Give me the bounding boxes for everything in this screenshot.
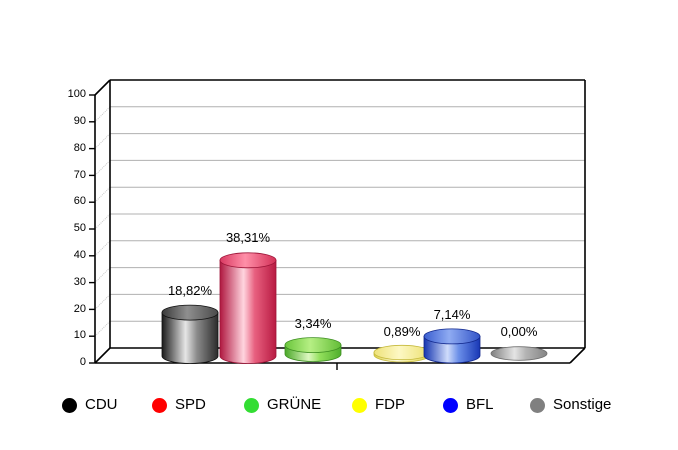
legend-item-gruene[interactable]: GRÜNE [244, 392, 321, 418]
y-tick-label-40: 40 [73, 249, 86, 261]
chart-legend: CDU SPD GRÜNE FDP BFL Sonstige [0, 392, 678, 428]
legend-item-sonstige[interactable]: Sonstige [530, 392, 611, 418]
data-label-fdp: 0,89% [383, 324, 421, 339]
data-label-spd: 38,31% [225, 230, 271, 245]
data-label-sonstige: 0,00% [500, 324, 538, 339]
legend-swatch-bfl-icon [443, 397, 458, 413]
y-tick-label-100: 100 [67, 88, 86, 100]
y-tick-label-0: 0 [79, 356, 86, 368]
bar-cdu[interactable] [161, 304, 219, 364]
legend-label-sonstige: Sonstige [553, 396, 612, 413]
legend-swatch-sonstige-icon [530, 397, 545, 413]
legend-swatch-spd-icon [152, 397, 167, 413]
legend-item-bfl[interactable]: BFL [443, 392, 494, 418]
y-tick-label-90: 90 [73, 115, 86, 127]
y-axis-ticks [89, 94, 95, 364]
bar-fdp[interactable] [373, 344, 431, 363]
bars-layer [161, 252, 548, 364]
legend-label-bfl: BFL [466, 396, 494, 413]
y-tick-label-20: 20 [73, 303, 86, 315]
y-tick-label-60: 60 [73, 195, 86, 207]
bar-spd[interactable] [219, 252, 277, 364]
legend-item-spd[interactable]: SPD [152, 392, 206, 418]
data-label-cdu: 18,82% [167, 283, 213, 298]
legend-label-cdu: CDU [85, 396, 118, 413]
bar-gruene[interactable] [284, 337, 342, 362]
y-tick-label-10: 10 [73, 329, 86, 341]
legend-swatch-fdp-icon [352, 397, 367, 413]
legend-item-cdu[interactable]: CDU [62, 392, 118, 418]
depth-gridlines [94, 106, 111, 337]
legend-label-spd: SPD [175, 396, 206, 413]
data-label-bfl: 7,14% [433, 307, 471, 322]
legend-swatch-gruene-icon [244, 397, 259, 413]
bar-sonstige[interactable] [490, 346, 548, 361]
y-tick-label-80: 80 [73, 142, 86, 154]
y-tick-label-70: 70 [73, 169, 86, 181]
data-label-gruene: 3,34% [294, 316, 332, 331]
y-tick-label-30: 30 [73, 276, 86, 288]
gridlines [110, 106, 585, 322]
legend-label-fdp: FDP [375, 396, 405, 413]
legend-item-fdp[interactable]: FDP [352, 392, 405, 418]
bar-bfl[interactable] [423, 328, 481, 364]
y-tick-label-50: 50 [73, 222, 86, 234]
legend-label-gruene: GRÜNE [267, 396, 322, 413]
plot-area: 100 90 80 70 60 50 40 30 20 10 0 [67, 79, 586, 370]
legend-swatch-cdu-icon [62, 397, 77, 413]
